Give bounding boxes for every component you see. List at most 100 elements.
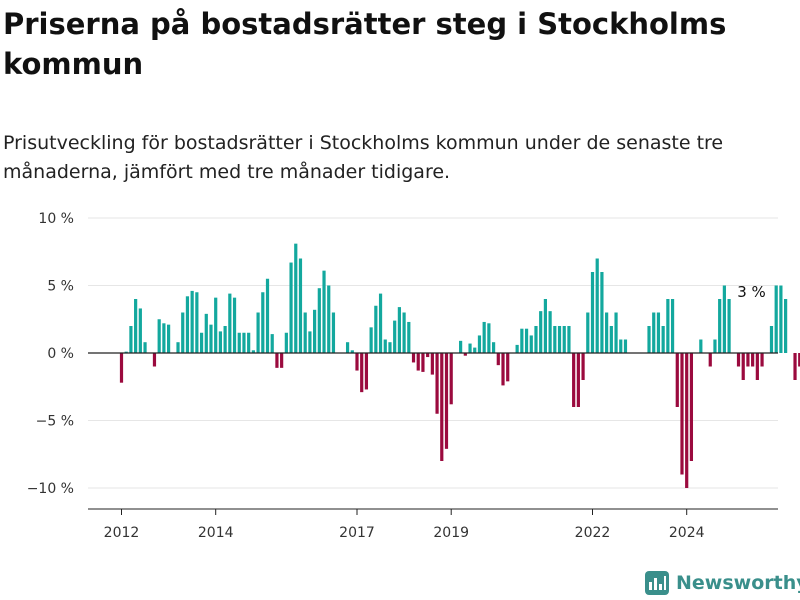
- bar: [214, 297, 218, 353]
- latest-value-annotation: 3 %: [737, 283, 766, 301]
- bar: [407, 321, 411, 353]
- bar: [647, 326, 651, 353]
- newsworthy-logo-text: Newsworthy: [676, 572, 800, 594]
- bar: [529, 335, 533, 353]
- bar: [760, 353, 764, 367]
- bar: [501, 353, 505, 386]
- y-tick-label: −5 %: [36, 414, 74, 430]
- bar: [506, 353, 510, 382]
- bar: [798, 353, 800, 367]
- bar: [572, 353, 576, 407]
- bar: [303, 312, 307, 353]
- bar: [543, 299, 547, 353]
- bar: [251, 350, 255, 353]
- bar: [793, 353, 797, 380]
- bar: [713, 339, 717, 353]
- chart-subtitle: Prisutveckling för bostadsrätter i Stock…: [3, 132, 724, 183]
- bar: [524, 328, 529, 353]
- bar: [755, 353, 759, 380]
- bar: [185, 296, 190, 353]
- bar: [590, 272, 595, 353]
- bar: [595, 258, 599, 353]
- bar: [623, 339, 628, 353]
- bar: [247, 332, 251, 353]
- bar: [689, 353, 694, 461]
- bar: [289, 262, 293, 353]
- bar: [736, 353, 741, 367]
- bar: [619, 339, 623, 353]
- bar: [275, 353, 279, 368]
- bar: [167, 324, 171, 353]
- bar: [435, 353, 439, 414]
- bar: [280, 353, 284, 368]
- bar: [402, 312, 406, 353]
- bar: [675, 353, 679, 407]
- bar: [430, 353, 434, 375]
- bar: [539, 311, 543, 353]
- bar: [515, 344, 519, 353]
- bar: [138, 308, 142, 353]
- bar: [190, 290, 194, 353]
- bar: [581, 353, 585, 380]
- bar: [774, 285, 778, 353]
- bar: [369, 327, 373, 353]
- bar: [609, 326, 613, 353]
- newsworthy-logo[interactable]: Newsworthy: [644, 570, 800, 596]
- bar: [600, 272, 604, 353]
- bar: [237, 332, 241, 353]
- bar: [345, 342, 350, 353]
- bar: [473, 347, 477, 353]
- bar: [614, 312, 618, 353]
- bar: [294, 243, 298, 353]
- bar: [459, 340, 463, 353]
- bar: [265, 278, 270, 353]
- bar: [534, 326, 538, 353]
- bar: [232, 297, 237, 353]
- bar: [322, 270, 326, 353]
- bar-chart: 10 % 5 % 0 % −5 % −10 % 2012 2014 2017 2019 2022 2…: [27, 211, 800, 541]
- bar: [482, 321, 486, 353]
- bar: [298, 258, 303, 353]
- newsworthy-logo-icon: [645, 571, 669, 595]
- bar: [284, 332, 288, 353]
- bar: [162, 323, 166, 353]
- bar: [670, 299, 675, 353]
- bar: [308, 331, 312, 353]
- chart-title: Priserna på bostadsrätter steg i Stockho…: [3, 7, 727, 81]
- bar: [487, 323, 491, 353]
- bar: [209, 324, 213, 353]
- bar: [661, 326, 665, 353]
- bar: [270, 334, 274, 353]
- bar: [779, 285, 783, 353]
- bar: [411, 353, 416, 363]
- bar: [383, 339, 387, 353]
- bar: [124, 351, 128, 353]
- bar: [496, 353, 500, 366]
- bar: [355, 353, 359, 371]
- bar: [129, 326, 133, 353]
- bar: [378, 293, 383, 353]
- bar: [751, 353, 755, 367]
- y-tick-label: −10 %: [27, 481, 74, 497]
- bar: [656, 312, 661, 353]
- bar: [605, 312, 609, 353]
- bar: [666, 299, 670, 353]
- bar: [416, 353, 420, 371]
- bar: [143, 342, 147, 353]
- bar: [491, 342, 496, 353]
- bar: [586, 312, 590, 353]
- bar: [784, 299, 788, 353]
- bar: [463, 353, 467, 356]
- bar: [397, 307, 401, 353]
- bar: [718, 299, 722, 353]
- x-tick-label: 2022: [575, 525, 611, 541]
- bar: [388, 342, 392, 353]
- x-tick-label: 2012: [104, 525, 140, 541]
- bar: [468, 343, 472, 353]
- x-tick-label: 2017: [339, 525, 375, 541]
- bar: [350, 350, 354, 353]
- bar: [256, 312, 260, 353]
- bar: [317, 288, 321, 353]
- bar: [218, 331, 223, 353]
- bar: [152, 353, 157, 367]
